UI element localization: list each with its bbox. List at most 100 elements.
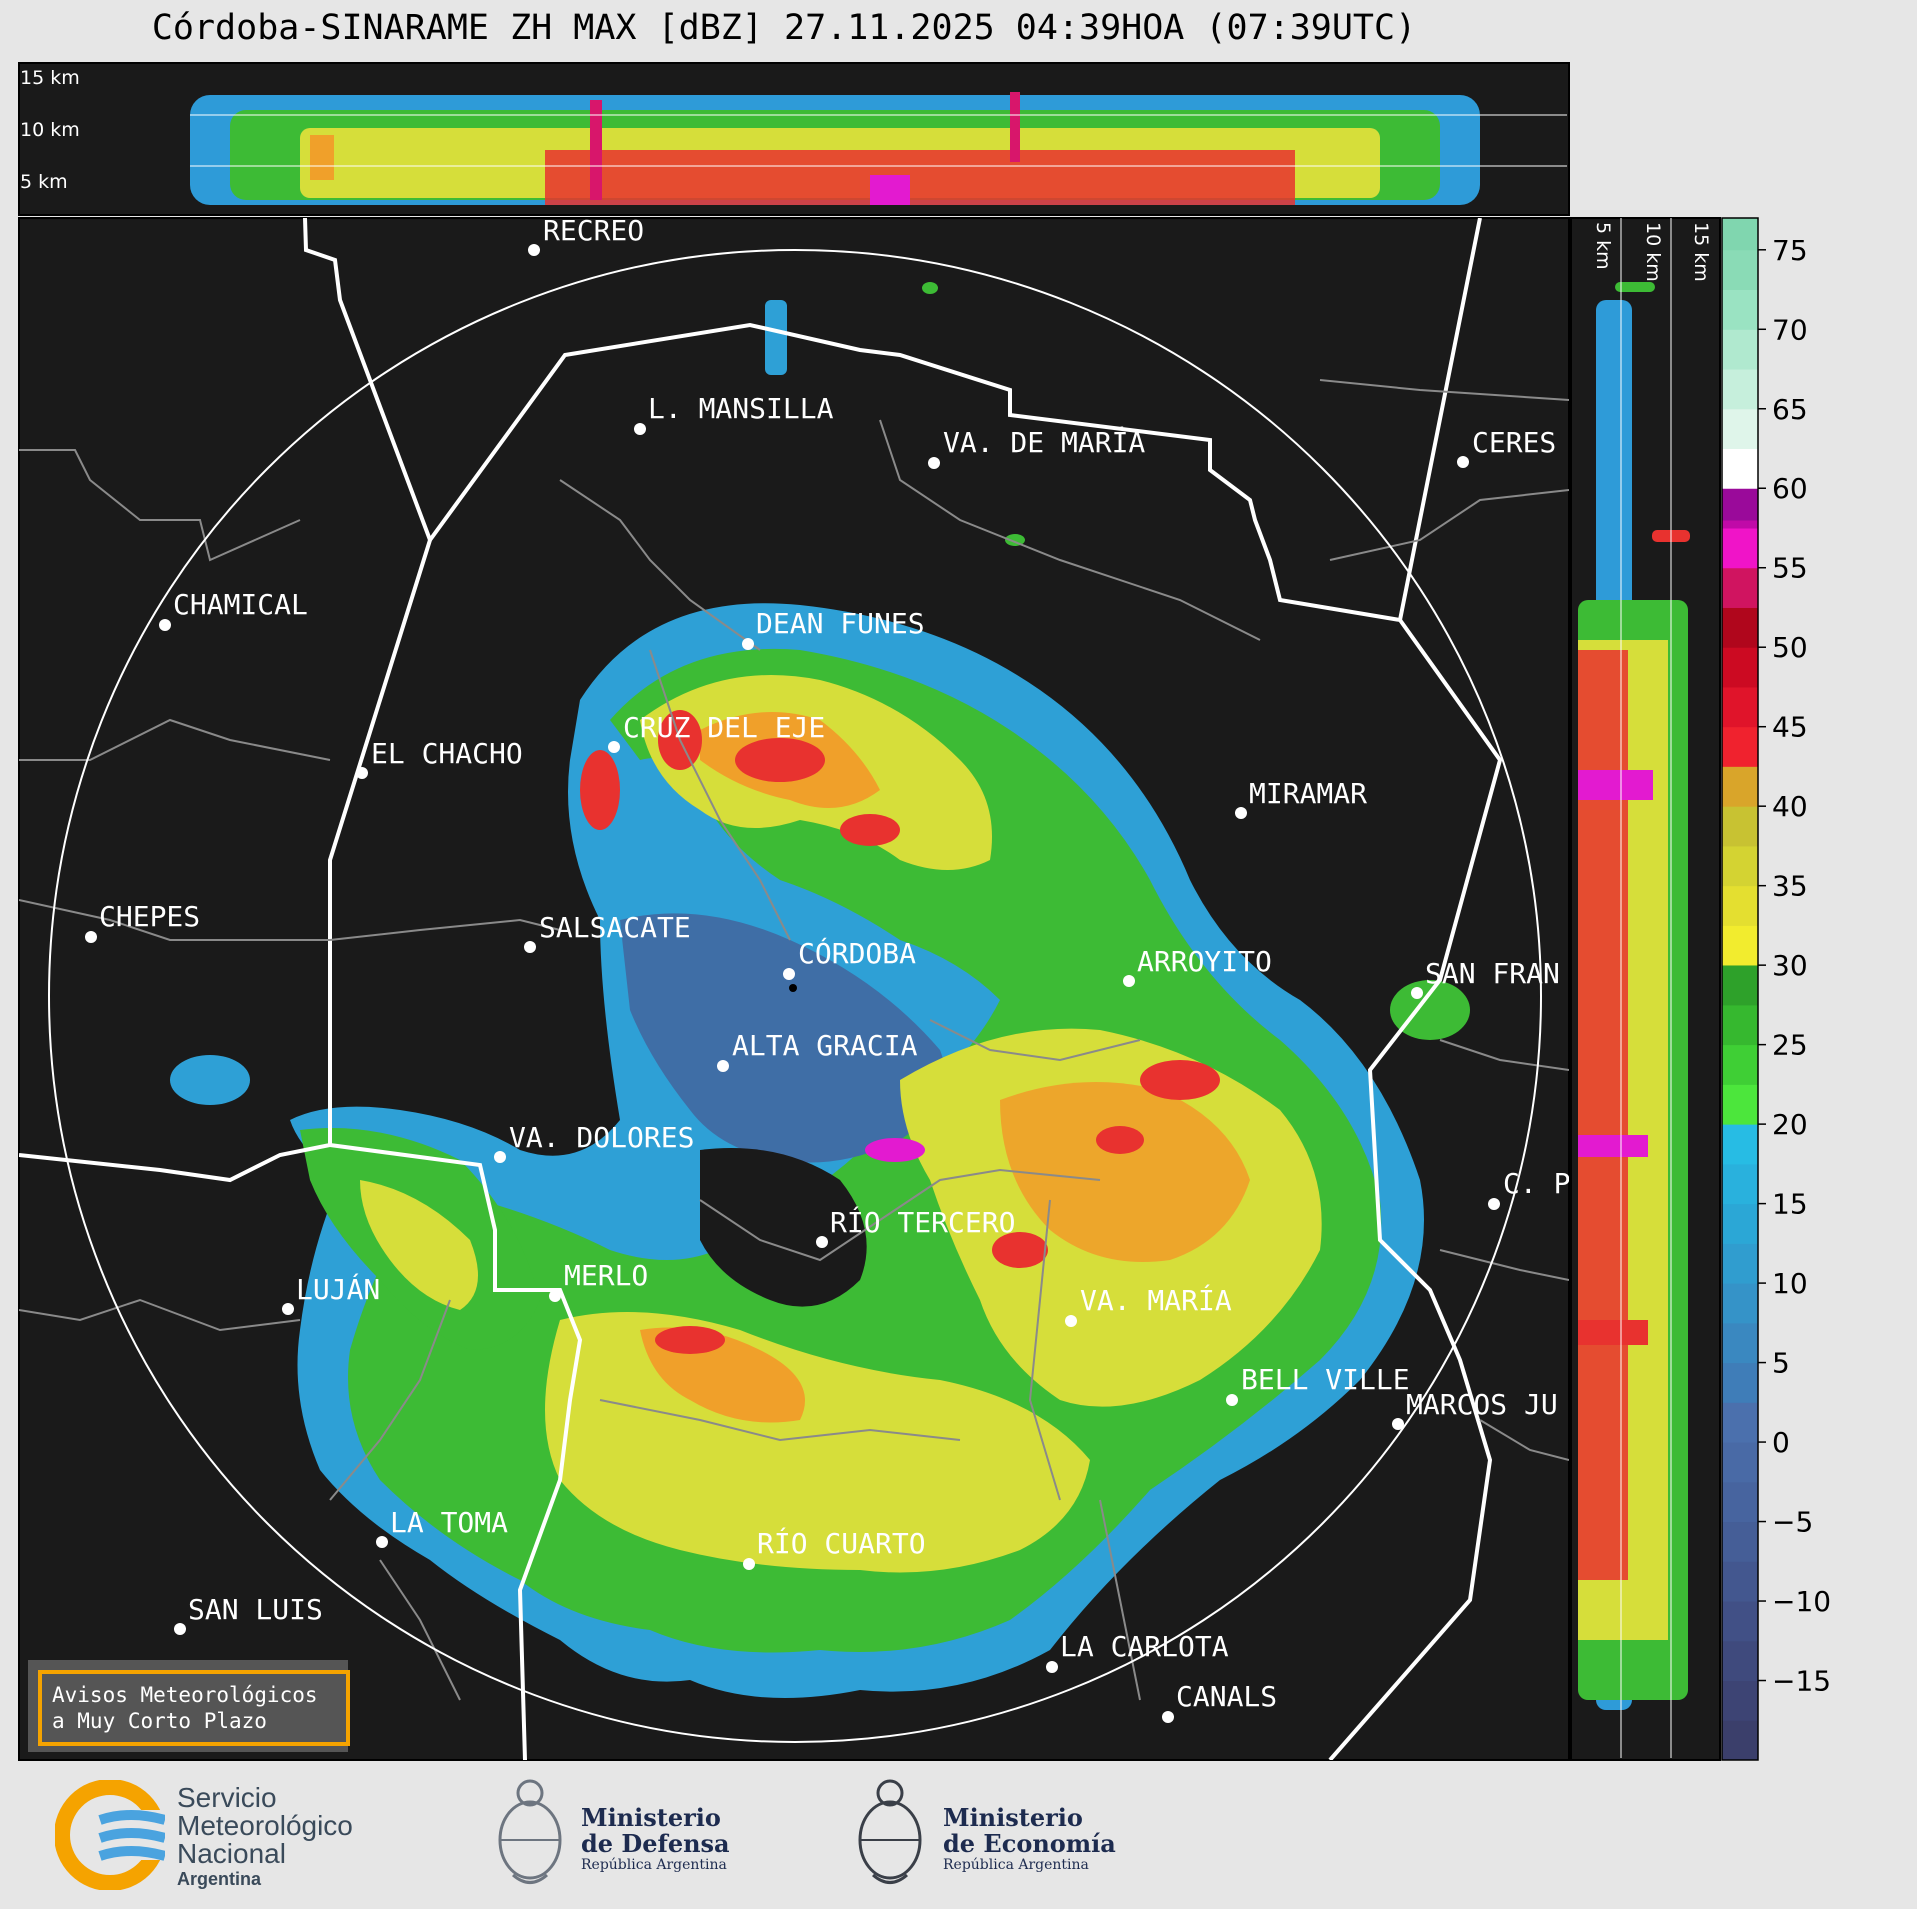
colorbar-tick-label: 45 bbox=[1772, 711, 1808, 744]
svg-text:CRUZ DEL EJE: CRUZ DEL EJE bbox=[623, 711, 825, 744]
economia-line-3: República Argentina bbox=[943, 1857, 1089, 1873]
svg-text:CÓRDOBA: CÓRDOBA bbox=[798, 936, 916, 970]
side-height-15km: 15 km bbox=[1690, 222, 1712, 282]
side-height-5km: 5 km bbox=[1592, 222, 1614, 270]
range-ring bbox=[48, 249, 1542, 1743]
colorbar-tick-label: 0 bbox=[1772, 1426, 1790, 1459]
colorbar-tick-label: 35 bbox=[1772, 870, 1808, 903]
warning-line-1: Avisos Meteorológicos bbox=[52, 1683, 318, 1707]
city-dean-funes: DEAN FUNES bbox=[742, 607, 925, 650]
colorbar-band bbox=[1722, 289, 1758, 330]
city-canals: CANALS bbox=[1162, 1680, 1277, 1723]
svg-text:C. P: C. P bbox=[1503, 1167, 1570, 1200]
city-c-p: C. P bbox=[1488, 1167, 1570, 1210]
coat-of-arms-icon bbox=[498, 1779, 562, 1884]
economia-line-2: de Economía bbox=[943, 1829, 1116, 1858]
top-height-5km: 5 km bbox=[20, 171, 68, 193]
colorbar-band bbox=[1722, 1203, 1758, 1244]
svg-text:DEAN FUNES: DEAN FUNES bbox=[756, 607, 925, 640]
colorbar-tick-label: 50 bbox=[1772, 631, 1808, 664]
city-va-dolores: VA. DOLORES bbox=[494, 1121, 694, 1163]
colorbar-band bbox=[1722, 607, 1758, 648]
side-height-panel: 5 km 10 km 15 km bbox=[1570, 217, 1721, 1761]
city-ceres: CERES bbox=[1457, 426, 1556, 468]
defensa-line-1: Ministerio bbox=[581, 1803, 721, 1832]
city-lujan: LUJÁN bbox=[282, 1272, 380, 1315]
colorbar-tick-label: 40 bbox=[1772, 790, 1808, 823]
city-san-luis: SAN LUIS bbox=[174, 1593, 323, 1635]
coat-of-arms-icon bbox=[858, 1779, 922, 1884]
top-height-10km: 10 km bbox=[20, 119, 80, 141]
colorbar-band bbox=[1722, 1044, 1758, 1085]
chart-title: Córdoba-SINARAME ZH MAX [dBZ] 27.11.2025… bbox=[151, 8, 1417, 48]
colorbar-tick-label: −10 bbox=[1772, 1585, 1831, 1618]
city-san-fran: SAN FRAN bbox=[1411, 957, 1560, 999]
svg-text:EL CHACHO: EL CHACHO bbox=[371, 737, 523, 770]
city-bell-ville: BELL VILLE bbox=[1226, 1363, 1410, 1406]
colorbar-band bbox=[1722, 965, 1758, 1006]
colorbar-band bbox=[1722, 1640, 1758, 1682]
city-la-carlota: LA CARLOTA bbox=[1046, 1630, 1229, 1673]
colorbar-band bbox=[1722, 1243, 1758, 1284]
colorbar-tick-label: 25 bbox=[1772, 1029, 1808, 1062]
colorbar-tick-label: −15 bbox=[1772, 1665, 1831, 1698]
colorbar-tick-label: 20 bbox=[1772, 1108, 1808, 1141]
colorbar-band bbox=[1722, 806, 1758, 847]
city-cruz-del-eje: CRUZ DEL EJE bbox=[608, 711, 825, 753]
colorbar-tick-label: 60 bbox=[1772, 472, 1808, 505]
top-height-panel: 15 km 10 km 5 km bbox=[18, 62, 1570, 216]
smn-line-3: Nacional bbox=[177, 1838, 286, 1869]
svg-text:CHEPES: CHEPES bbox=[99, 900, 200, 933]
defensa-logo: Ministerio de Defensa República Argentin… bbox=[495, 1775, 795, 1895]
city-chamical: CHAMICAL bbox=[159, 588, 308, 631]
side-height-10km: 10 km bbox=[1642, 222, 1664, 282]
svg-text:MARCOS JU: MARCOS JU bbox=[1406, 1388, 1558, 1421]
city-merlo: MERLO bbox=[549, 1259, 648, 1302]
smn-line-4: Argentina bbox=[177, 1869, 262, 1889]
colorbar-band bbox=[1722, 1124, 1758, 1165]
colorbar-band bbox=[1722, 686, 1758, 728]
colorbar-band bbox=[1722, 218, 1758, 251]
svg-text:LUJÁN: LUJÁN bbox=[296, 1272, 380, 1306]
colorbar-band bbox=[1722, 1402, 1758, 1443]
city-chepes: CHEPES bbox=[85, 900, 200, 943]
svg-text:SALSACATE: SALSACATE bbox=[539, 911, 691, 944]
colorbar-tick-label: 10 bbox=[1772, 1267, 1808, 1300]
department-borders bbox=[19, 379, 1569, 1701]
svg-text:BELL VILLE: BELL VILLE bbox=[1241, 1363, 1410, 1396]
economia-line-1: Ministerio bbox=[943, 1803, 1083, 1832]
province-borders bbox=[19, 218, 1503, 1760]
colorbar-band bbox=[1722, 567, 1758, 608]
colorbar-tick-label: 5 bbox=[1772, 1347, 1790, 1380]
colorbar-band bbox=[1722, 925, 1758, 966]
colorbar-tick-label: 15 bbox=[1772, 1188, 1808, 1221]
city-markers: RECREO L. MANSILLA VA. DE MARÍA CERES CH… bbox=[85, 218, 1570, 1723]
smn-logo: Servicio Meteorológico Nacional Argentin… bbox=[54, 1779, 395, 1891]
smn-line-1: Servicio bbox=[177, 1782, 277, 1813]
city-marcos-ju: MARCOS JU bbox=[1392, 1388, 1558, 1430]
warning-box[interactable]: Avisos Meteorológicos a Muy Corto Plazo bbox=[28, 1660, 350, 1752]
colorbar-band bbox=[1722, 766, 1758, 807]
colorbar-band bbox=[1722, 647, 1758, 688]
colorbar-band bbox=[1722, 520, 1758, 529]
svg-text:CERES: CERES bbox=[1472, 426, 1556, 459]
city-la-toma: LA TOMA bbox=[376, 1506, 508, 1548]
colorbar-tick-label: 65 bbox=[1772, 393, 1808, 426]
svg-text:VA. DE MARÍA: VA. DE MARÍA bbox=[943, 425, 1145, 459]
colorbar-band bbox=[1722, 1004, 1758, 1046]
warning-line-2: a Muy Corto Plazo bbox=[52, 1709, 267, 1733]
svg-text:SAN FRAN: SAN FRAN bbox=[1425, 957, 1560, 990]
colorbar-band bbox=[1722, 1680, 1758, 1721]
colorbar-band bbox=[1722, 1601, 1758, 1642]
city-el-chacho: EL CHACHO bbox=[356, 737, 523, 779]
colorbar-band bbox=[1722, 408, 1758, 450]
colorbar-band bbox=[1722, 1084, 1758, 1125]
colorbar-band bbox=[1722, 1322, 1758, 1364]
economia-logo: Ministerio de Economía República Argenti… bbox=[855, 1775, 1155, 1895]
colorbar-tick-label: −5 bbox=[1772, 1506, 1813, 1539]
city-va-maria: VA. MARÍA bbox=[1065, 1283, 1232, 1327]
colorbar-band bbox=[1722, 488, 1758, 521]
